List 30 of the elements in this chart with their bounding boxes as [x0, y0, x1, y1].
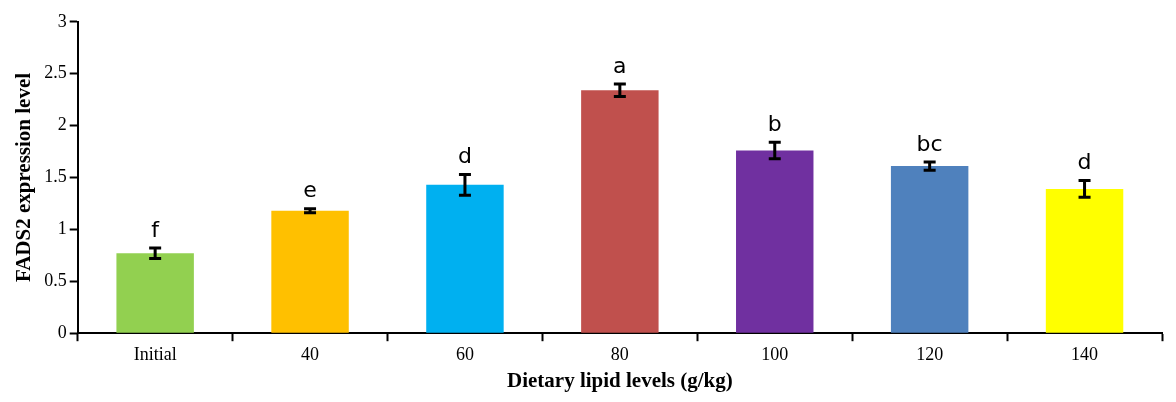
x-tick-label: 60: [455, 343, 474, 364]
bar: [581, 90, 659, 333]
annotation: bc: [916, 130, 943, 156]
y-tick-label: 1.5: [44, 166, 67, 187]
x-axis-title: Dietary lipid levels (g/kg): [506, 367, 733, 392]
annotation: a: [613, 52, 627, 78]
y-tick-label: 2.5: [44, 62, 67, 83]
bar: [736, 150, 814, 333]
bar: [890, 166, 969, 333]
x-tick-label: 40: [301, 343, 320, 364]
y-tick-label: 3: [57, 10, 67, 31]
x-tick-label: 140: [1071, 343, 1099, 364]
annotation: f: [151, 216, 161, 242]
annotation: e: [303, 177, 317, 203]
x-tick-label: Initial: [133, 343, 177, 364]
bar: [426, 184, 504, 333]
annotation: d: [457, 143, 472, 169]
y-tick-label: 1: [57, 218, 67, 239]
annotation: b: [767, 110, 782, 136]
x-tick-label: 120: [916, 343, 944, 364]
y-axis-title: FADS2 expression level: [11, 72, 36, 283]
bar: [1045, 188, 1124, 333]
x-tick-label: 100: [761, 343, 789, 364]
y-tick-label: 0: [57, 321, 67, 342]
bar: [271, 210, 349, 333]
y-tick-label: 0.5: [44, 270, 67, 291]
annotation: d: [1077, 149, 1092, 175]
y-tick-label: 2: [57, 114, 67, 135]
bar: [116, 253, 194, 333]
x-tick-label: 80: [610, 343, 629, 364]
